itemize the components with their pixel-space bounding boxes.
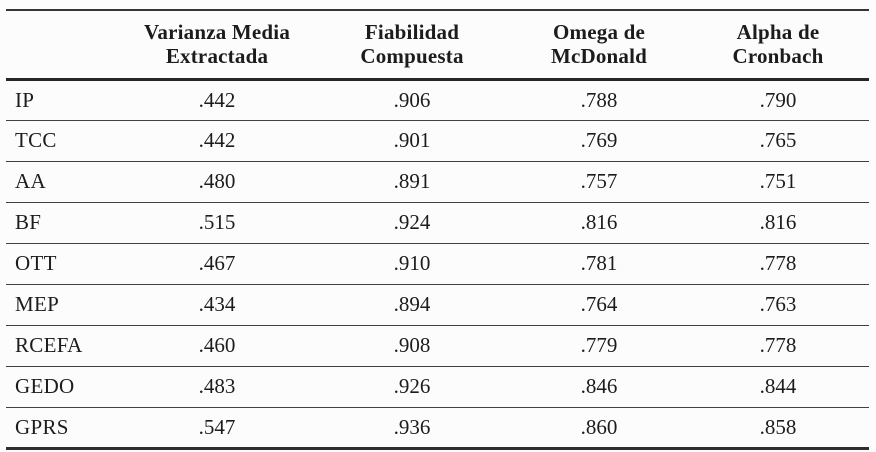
table-body: IP .442 .906 .788 .790 TCC .442 .901 .76…: [6, 79, 869, 449]
value-cell: .480: [198, 169, 236, 194]
value-cell: .936: [393, 414, 431, 439]
value-cell: .788: [580, 87, 618, 112]
value-cell: .816: [759, 210, 797, 235]
row-label: RCEFA: [15, 333, 83, 358]
row-label: OTT: [15, 251, 57, 276]
table-row-mep: MEP .434 .894 .764 .763: [6, 284, 869, 326]
table-row-bf: BF .515 .924 .816 .816: [6, 202, 869, 244]
value-cell: .442: [198, 87, 236, 112]
table-row-aa: AA .480 .891 .757 .751: [6, 161, 869, 203]
value-cell: .846: [580, 374, 618, 399]
table-row-gedo: GEDO .483 .926 .846 .844: [6, 366, 869, 408]
table-row-rcefa: RCEFA .460 .908 .779 .778: [6, 325, 869, 367]
value-cell: .906: [393, 87, 431, 112]
row-label: AA: [15, 169, 46, 194]
row-label: BF: [15, 210, 42, 235]
value-cell: .924: [393, 210, 431, 235]
table-row-tcc: TCC .442 .901 .769 .765: [6, 120, 869, 162]
value-cell: .860: [580, 414, 618, 439]
value-cell: .844: [759, 374, 797, 399]
row-label: IP: [15, 87, 35, 112]
corner-cell: [6, 10, 121, 79]
value-cell: .483: [198, 374, 236, 399]
value-cell: .779: [580, 333, 618, 358]
value-cell: .778: [759, 251, 797, 276]
value-cell: .908: [393, 333, 431, 358]
value-cell: .891: [393, 169, 431, 194]
row-label: TCC: [15, 128, 57, 153]
value-cell: .442: [198, 128, 236, 153]
row-label: GEDO: [15, 374, 75, 399]
value-cell: .926: [393, 374, 431, 399]
value-cell: .781: [580, 251, 618, 276]
value-cell: .751: [759, 169, 797, 194]
value-cell: .764: [580, 292, 618, 317]
value-cell: .460: [198, 333, 236, 358]
value-cell: .434: [198, 292, 236, 317]
value-cell: .769: [580, 128, 618, 153]
value-cell: .763: [759, 292, 797, 317]
column-header-fiabilidad-compuesta: Fiabilidad Compuesta: [360, 20, 464, 68]
row-label: MEP: [15, 292, 60, 317]
table-row-gprs: GPRS .547 .936 .860 .858: [6, 407, 869, 449]
table-header-row: Varianza Media Extractada Fiabilidad Com…: [6, 10, 869, 80]
value-cell: .515: [198, 210, 236, 235]
value-cell: .858: [759, 414, 797, 439]
value-cell: .778: [759, 333, 797, 358]
value-cell: .894: [393, 292, 431, 317]
value-cell: .910: [393, 251, 431, 276]
column-header-varianza-media-extractada: Varianza Media Extractada: [143, 20, 291, 68]
value-cell: .547: [198, 414, 236, 439]
table-row-ott: OTT .467 .910 .781 .778: [6, 243, 869, 285]
value-cell: .765: [759, 128, 797, 153]
value-cell: .757: [580, 169, 618, 194]
value-cell: .901: [393, 128, 431, 153]
value-cell: .816: [580, 210, 618, 235]
reliability-table: Varianza Media Extractada Fiabilidad Com…: [6, 9, 869, 450]
column-header-alpha-de-cronbach: Alpha de Cronbach: [732, 20, 824, 68]
value-cell: .790: [759, 87, 797, 112]
column-header-omega-de-mcdonald: Omega de McDonald: [550, 20, 648, 68]
value-cell: .467: [198, 251, 236, 276]
reliability-table-container: Varianza Media Extractada Fiabilidad Com…: [6, 9, 869, 450]
row-label: GPRS: [15, 414, 69, 439]
table-row-ip: IP .442 .906 .788 .790: [6, 79, 869, 121]
